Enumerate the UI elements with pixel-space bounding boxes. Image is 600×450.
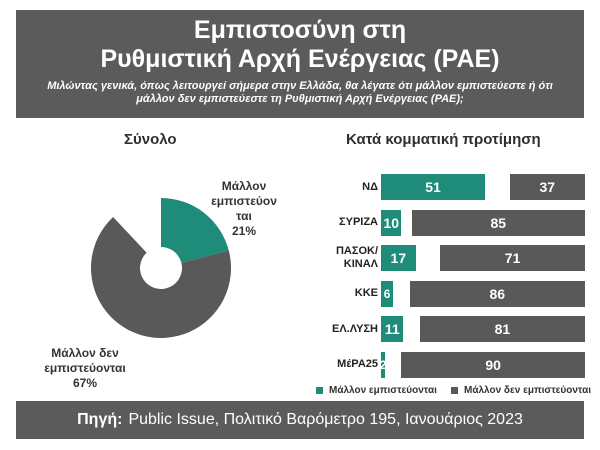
title-line-1: Εμπιστοσύνη στη xyxy=(193,16,407,44)
bar-distrust: 86 xyxy=(409,280,585,307)
pie-label-distrust: Μάλλον δεν εμπιστεύονται 67% xyxy=(30,346,140,391)
bar-category-line: ΕΛ.ΛΥΣΗ xyxy=(332,322,378,335)
bar-category-label: ΕΛ.ΛΥΣΗ xyxy=(300,323,378,336)
bar-category-label: ΝΔ xyxy=(300,181,378,194)
pie-label-line: Μάλλον xyxy=(221,179,267,193)
bar-trust: 11 xyxy=(381,316,404,342)
bar-category-label: ΚΚΕ xyxy=(300,287,378,300)
legend-label-trust: Μάλλον εμπιστεύονται xyxy=(329,385,437,396)
source-footer: Πηγή: Public Issue, Πολιτικό Βαρόμετρο 1… xyxy=(16,401,584,439)
bar-distrust: 37 xyxy=(509,174,585,200)
pie-label-line: 67% xyxy=(72,376,98,390)
bar-category-line: ΝΔ xyxy=(362,180,378,193)
pie-label-line: ται xyxy=(236,209,252,223)
bar-trust: 6 xyxy=(381,280,394,307)
pie-slice-trust xyxy=(161,198,229,263)
legend-swatch-distrust xyxy=(451,387,458,394)
bar-chart-title: Κατά κομματική προτίμηση xyxy=(346,131,541,148)
bar-category-label: ΜέΡΑ25 xyxy=(300,358,378,371)
legend-distrust: Μάλλον δεν εμπιστεύονται xyxy=(451,385,591,396)
bar-category-line: ΣΥΡΙΖΑ xyxy=(339,216,378,228)
bar-category-line: ΚΚΕ xyxy=(354,287,378,299)
bar-distrust: 85 xyxy=(411,209,585,236)
pie-slice-distrust xyxy=(91,216,232,338)
pie-label-line: εμπιστεύον xyxy=(211,194,277,208)
bar-trust: 2 xyxy=(380,351,386,378)
source-label: Πηγή: xyxy=(77,411,123,428)
bar-category-label: ΠΑΣΟΚ/ΚΙΝΑΛ xyxy=(300,245,378,271)
pie-label-line: εμπιστεύονται xyxy=(44,361,126,375)
bar-distrust: 90 xyxy=(401,351,585,378)
pie-label-line: Μάλλον δεν xyxy=(51,346,119,360)
pie-label-line: 21% xyxy=(231,224,257,238)
legend-label-distrust: Μάλλον δεν εμπιστεύονται xyxy=(464,385,592,396)
bar-distrust: 71 xyxy=(440,245,585,271)
bar-category-line: ΠΑΣΟΚ/ xyxy=(335,245,378,257)
pie-label-trust: Μάλλον εμπιστεύον ται 21% xyxy=(196,179,292,239)
pie-chart-title: Σύνολο xyxy=(124,131,177,148)
bar-trust: 10 xyxy=(381,209,402,236)
page-title: Εμπιστοσύνη στη Ρυθμιστική Αρχή Ενέργεια… xyxy=(16,16,584,74)
source-text: Public Issue, Πολιτικό Βαρόμετρο 195, Ια… xyxy=(128,411,523,428)
bar-distrust: 81 xyxy=(419,316,585,342)
bar-category-line: ΜέΡΑ25 xyxy=(337,358,378,370)
bar-category-label: ΣΥΡΙΖΑ xyxy=(300,216,378,229)
legend-swatch-trust xyxy=(316,387,323,394)
header-banner: Εμπιστοσύνη στη Ρυθμιστική Αρχή Ενέργεια… xyxy=(16,10,584,118)
survey-question: Μιλώντας γενικά, όπως λειτουργεί σήμερα … xyxy=(47,80,553,105)
bar-category-line: ΚΙΝΑΛ xyxy=(343,258,378,270)
bar-trust: 51 xyxy=(381,174,486,200)
title-line-2: Ρυθμιστική Αρχή Ενέργειας (ΡΑΕ) xyxy=(100,45,500,73)
legend-trust: Μάλλον εμπιστεύονται xyxy=(316,385,437,396)
bar-trust: 17 xyxy=(381,245,416,271)
